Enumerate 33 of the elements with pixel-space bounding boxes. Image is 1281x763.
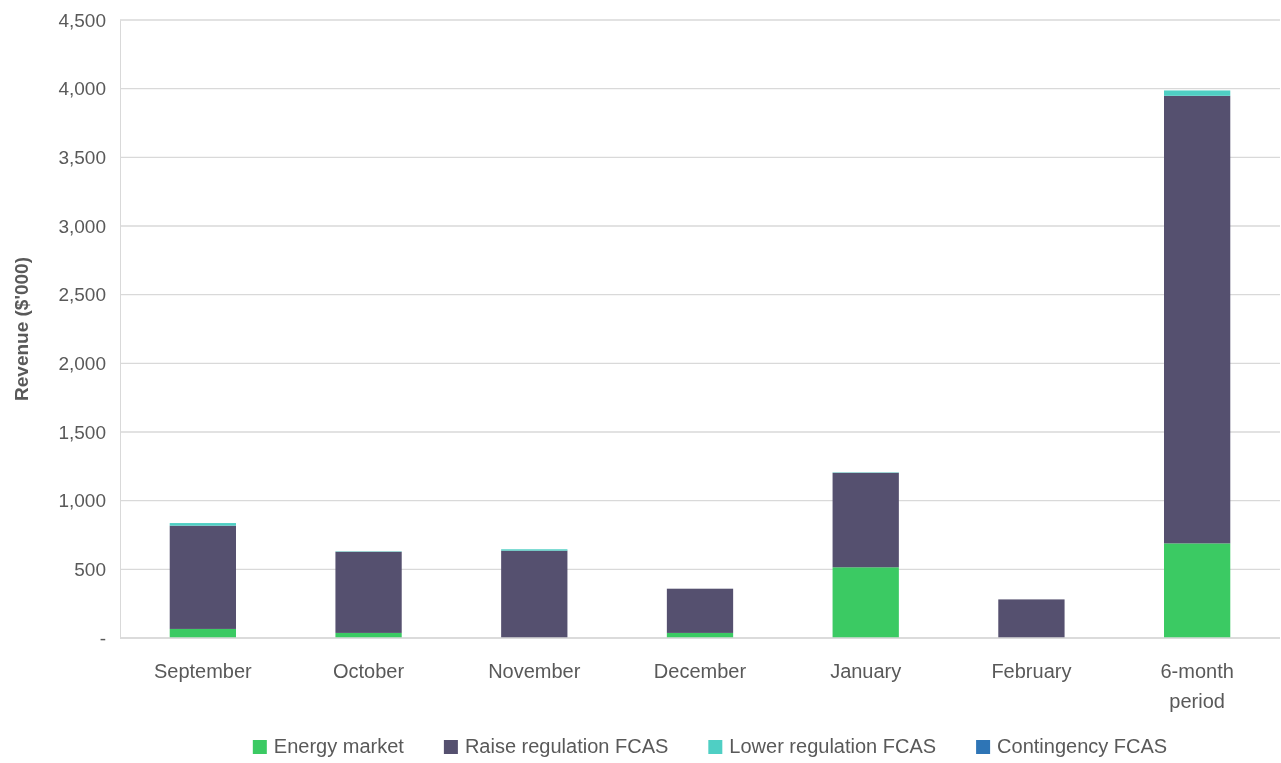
bar (335, 551, 402, 633)
y-tick-label: 2,000 (58, 352, 106, 374)
y-tick-label: 4,000 (58, 78, 106, 100)
x-tick-label: November (488, 660, 581, 682)
x-tick-label: October (332, 660, 405, 682)
y-tick-label: 1,000 (58, 490, 106, 512)
legend-label: Lower regulation FCAS (729, 735, 937, 757)
bar (666, 588, 734, 633)
x-tick-label: February (991, 660, 1072, 682)
bar (1164, 95, 1231, 544)
y-tick-label: 3,000 (58, 215, 106, 237)
bar (832, 472, 899, 568)
y-axis-title: Revenue ($'000) (11, 257, 32, 401)
x-tick-label: September (153, 660, 253, 682)
y-tick-label: 3,500 (58, 146, 106, 168)
bar (998, 599, 1065, 638)
legend-label: Energy market (273, 735, 405, 757)
bar (169, 523, 236, 526)
legend-label: Contingency FCAS (997, 735, 1168, 757)
x-tick-label: 6-month period (1160, 660, 1234, 712)
y-tick-label: - (99, 627, 106, 649)
bar (1164, 90, 1231, 96)
bar (832, 567, 899, 638)
y-tick-label: 1,500 (58, 421, 106, 443)
bar (169, 525, 236, 629)
bar (1164, 543, 1231, 638)
bar (501, 550, 568, 638)
x-tick-label: January (830, 660, 902, 682)
y-tick-label: 4,500 (58, 9, 106, 31)
y-tick-label: 2,500 (58, 284, 106, 306)
x-tick-label: December (653, 660, 747, 682)
y-tick-label: 500 (74, 558, 106, 580)
legend-label: Raise regulation FCAS (464, 735, 669, 757)
